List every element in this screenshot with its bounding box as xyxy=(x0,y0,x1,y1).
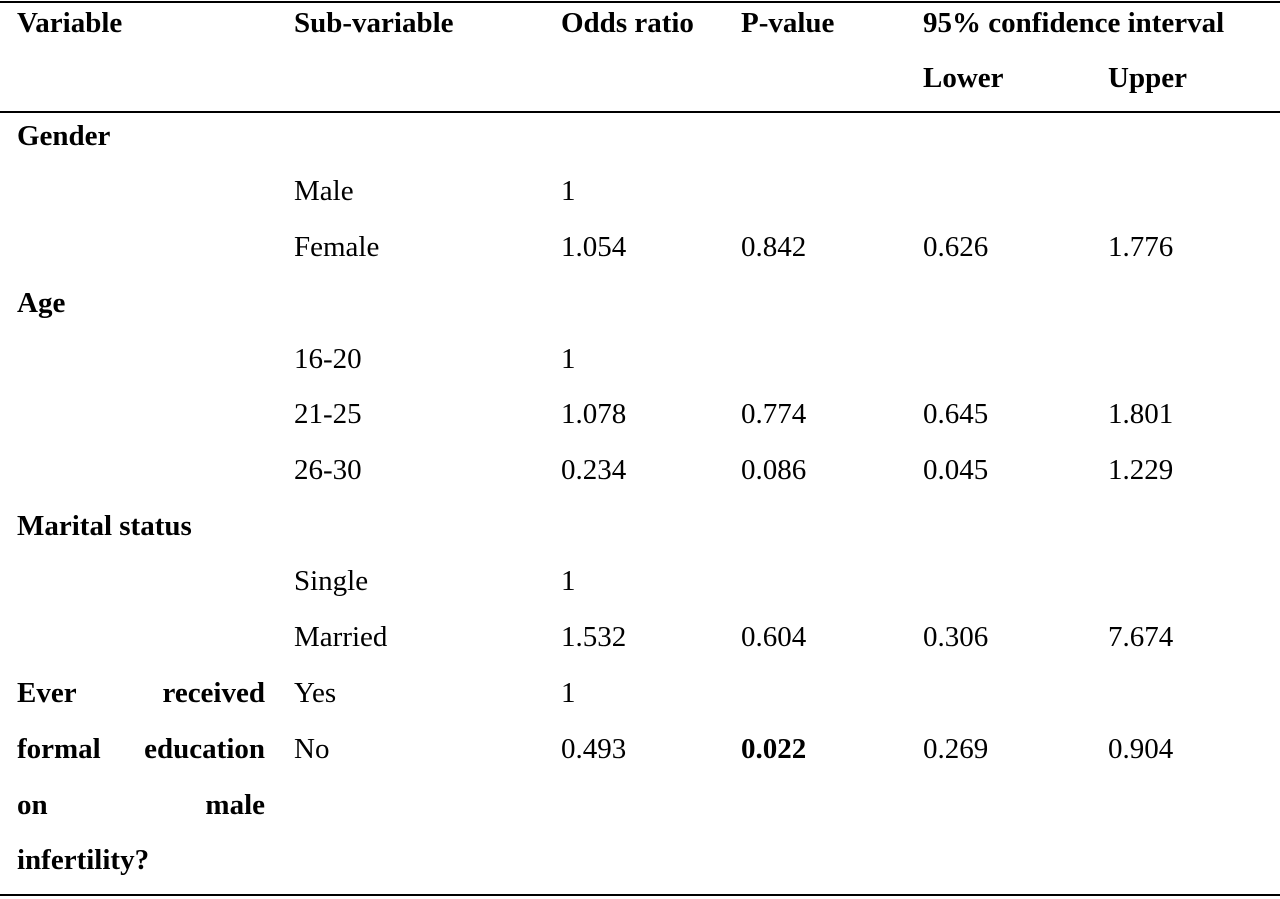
ci-upper-cell: 1.776 xyxy=(1108,231,1174,263)
bottom-rule xyxy=(0,894,1280,896)
sub-variable-cell: Male xyxy=(294,175,354,207)
p-value-cell: 0.604 xyxy=(741,621,807,653)
header-sub-variable: Sub-variable xyxy=(294,7,454,39)
group-label-marital-status: Marital status xyxy=(17,510,192,542)
sub-variable-cell: No xyxy=(294,733,330,765)
header-p-value: P-value xyxy=(741,7,835,39)
ci-upper-cell: 1.801 xyxy=(1108,398,1174,430)
sub-variable-cell: Yes xyxy=(294,677,337,709)
odds-ratio-cell: 0.234 xyxy=(561,454,627,486)
label-word: Ever xyxy=(17,677,77,709)
header-odds-ratio: Odds ratio xyxy=(561,7,694,39)
odds-ratio-cell: 0.493 xyxy=(561,733,627,765)
ci-lower-cell: 0.269 xyxy=(923,733,989,765)
sub-variable-cell: 21-25 xyxy=(294,398,362,430)
header-lower: Lower xyxy=(923,62,1004,94)
odds-ratio-cell: 1 xyxy=(561,565,576,597)
sub-variable-cell: Female xyxy=(294,231,380,263)
ci-upper-cell: 1.229 xyxy=(1108,454,1174,486)
odds-ratio-cell: 1.054 xyxy=(561,231,627,263)
label-line: infertility? xyxy=(17,844,150,876)
p-value-cell: 0.842 xyxy=(741,231,807,263)
ci-lower-cell: 0.645 xyxy=(923,398,989,430)
ci-lower-cell: 0.045 xyxy=(923,454,989,486)
group-label-age: Age xyxy=(17,287,66,319)
odds-ratio-cell: 1 xyxy=(561,175,576,207)
top-rule xyxy=(0,1,1280,3)
odds-ratio-cell: 1 xyxy=(561,343,576,375)
ci-lower-cell: 0.626 xyxy=(923,231,989,263)
header-upper: Upper xyxy=(1108,62,1187,94)
odds-ratio-cell: 1.532 xyxy=(561,621,627,653)
label-word: on xyxy=(17,789,48,821)
p-value-cell: 0.086 xyxy=(741,454,807,486)
sub-variable-cell: Married xyxy=(294,621,388,653)
label-line: formal education xyxy=(17,735,265,764)
sub-variable-cell: 26-30 xyxy=(294,454,362,486)
header-rule xyxy=(0,111,1280,113)
p-value-cell-significant: 0.022 xyxy=(741,733,807,765)
p-value-cell: 0.774 xyxy=(741,398,807,430)
label-word: male xyxy=(205,789,265,821)
odds-ratio-cell: 1 xyxy=(561,677,576,709)
label-line: on male xyxy=(17,791,265,820)
label-word: formal xyxy=(17,733,101,765)
sub-variable-cell: Single xyxy=(294,565,369,597)
label-word: received xyxy=(162,677,265,709)
header-variable: Variable xyxy=(17,7,123,39)
header-ci: 95% confidence interval xyxy=(923,7,1225,39)
odds-ratio-cell: 1.078 xyxy=(561,398,627,430)
ci-upper-cell: 7.674 xyxy=(1108,621,1174,653)
group-label-gender: Gender xyxy=(17,120,111,152)
label-word: education xyxy=(144,733,265,765)
label-line: Ever received xyxy=(17,679,265,708)
ci-upper-cell: 0.904 xyxy=(1108,733,1174,765)
sub-variable-cell: 16-20 xyxy=(294,343,362,375)
ci-lower-cell: 0.306 xyxy=(923,621,989,653)
